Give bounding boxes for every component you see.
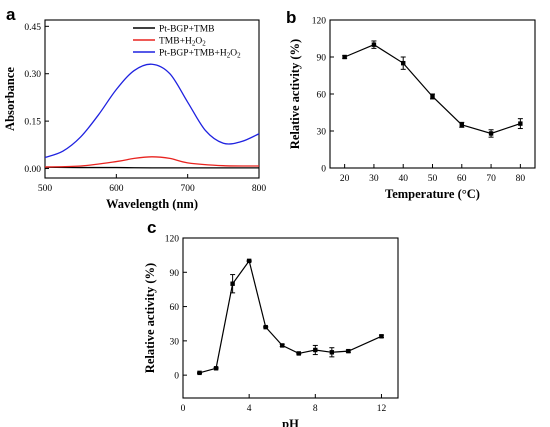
data-point-c — [313, 347, 318, 353]
x-tick-label-c: 8 — [313, 404, 318, 414]
legend-label-0: Pt-BGP+TMB — [159, 25, 215, 35]
data-point-b — [518, 121, 523, 126]
data-point-b — [401, 60, 406, 66]
series-line-b-0 — [344, 43, 521, 135]
x-tick-label-a: 600 — [109, 184, 124, 194]
x-axis-title-c: pH — [282, 417, 299, 427]
x-tick-label-b: 80 — [516, 174, 526, 184]
x-tick-label-a: 500 — [38, 184, 53, 194]
y-tick-label-c: 90 — [170, 269, 180, 279]
series-line-a-2 — [44, 63, 260, 159]
chart-a: 500 600 700 800 0.00 0.15 0.30 0.45 Wavelength (… — [3, 19, 267, 211]
legend-label-1: TMB+H2O2 — [159, 37, 206, 48]
series-line-a-0 — [44, 166, 259, 169]
y-tick-label-c: 0 — [174, 372, 179, 382]
panel-label-c: c — [147, 218, 156, 237]
chart-b: 20 30 40 50 60 70 80 0 30 60 90 120 Temperature (°C)… — [288, 17, 536, 201]
data-point-c — [246, 258, 252, 264]
data-point-c — [379, 334, 384, 339]
x-tick-label-b: 20 — [340, 174, 350, 184]
data-point-b — [459, 122, 464, 128]
y-tick-label-c: 60 — [170, 303, 180, 313]
data-point-c — [296, 351, 301, 356]
data-point-b — [430, 94, 435, 99]
y-axis-title-c: Relative activity (%) — [143, 263, 157, 373]
y-tick-label-b: 120 — [312, 17, 327, 27]
y-axis-title-b: Relative activity (%) — [288, 39, 302, 149]
x-tick-label-a: 800 — [252, 184, 267, 194]
x-tick-label-b: 40 — [398, 174, 408, 184]
plot-frame-c — [182, 237, 399, 399]
x-axis-title-a: Wavelength (nm) — [106, 197, 198, 211]
data-point-c — [263, 324, 268, 330]
data-point-b — [342, 54, 347, 60]
y-tick-label-b: 90 — [317, 54, 327, 64]
x-tick-label-c: 0 — [181, 404, 186, 414]
data-point-c — [280, 343, 285, 348]
y-tick-label-a: 0.30 — [24, 70, 41, 80]
y-tick-label-a: 0.15 — [24, 118, 41, 128]
data-point-c — [329, 350, 335, 355]
y-tick-label-c: 30 — [170, 337, 180, 347]
x-tick-label-b: 30 — [369, 174, 379, 184]
plot-frame-a — [44, 19, 260, 179]
y-tick-label-b: 30 — [317, 128, 327, 138]
legend-label-2: Pt-BGP+TMB+H2O2 — [159, 49, 241, 60]
data-point-b — [488, 131, 494, 136]
x-tick-label-b: 50 — [428, 174, 438, 184]
y-tick-label-b: 0 — [321, 165, 326, 175]
x-tick-label-c: 12 — [377, 404, 387, 414]
y-tick-label-b: 60 — [317, 91, 327, 101]
y-axis-title-a: Absorbance — [3, 67, 17, 131]
x-tick-label-b: 70 — [486, 174, 496, 184]
series-line-c-0 — [199, 259, 382, 374]
data-point-c — [230, 281, 235, 286]
y-tick-label-a: 0.45 — [24, 23, 41, 33]
y-tick-label-c: 120 — [165, 235, 180, 245]
x-tick-label-c: 4 — [247, 404, 252, 414]
data-point-c — [197, 370, 202, 376]
y-tick-label-a: 0.00 — [24, 165, 41, 175]
series-line-a-1 — [44, 156, 260, 168]
data-point-c — [346, 348, 351, 354]
data-point-b — [371, 42, 377, 47]
panel-label-b: b — [286, 8, 296, 27]
x-tick-label-a: 700 — [181, 184, 196, 194]
x-tick-label-b: 60 — [457, 174, 467, 184]
data-point-c — [213, 366, 219, 371]
panel-label-a: a — [6, 5, 16, 24]
x-axis-title-b: Temperature (°C) — [385, 187, 480, 201]
